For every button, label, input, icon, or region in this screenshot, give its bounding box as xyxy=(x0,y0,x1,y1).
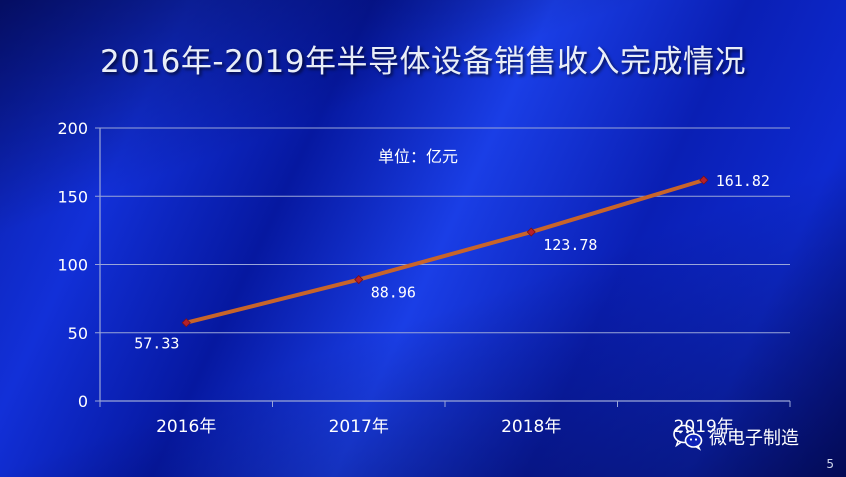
x-tick-label: 2018年 xyxy=(501,417,561,437)
data-labels: 57.33 88.96 123.78 161.82 xyxy=(134,172,770,353)
data-label: 88.96 xyxy=(371,284,416,302)
x-tick-label: 2017年 xyxy=(329,417,389,437)
y-tick-label: 150 xyxy=(57,187,88,206)
page-number: 5 xyxy=(826,457,834,471)
data-label: 57.33 xyxy=(134,335,179,353)
data-point xyxy=(354,275,364,285)
wechat-icon xyxy=(673,424,703,451)
watermark-text: 微电子制造 xyxy=(709,428,799,449)
gridlines xyxy=(100,127,790,334)
y-axis-ticks: 0 50 100 150 200 xyxy=(57,119,100,411)
watermark: 微电子制造 xyxy=(672,423,799,451)
data-label: 161.82 xyxy=(716,172,770,190)
y-tick-label: 200 xyxy=(57,119,88,138)
unit-annotation: 单位：亿元 xyxy=(378,147,458,166)
series-line xyxy=(185,178,705,325)
data-point xyxy=(526,227,536,237)
data-label: 123.78 xyxy=(543,236,597,254)
y-tick-label: 50 xyxy=(68,324,88,343)
x-tick-label: 2016年 xyxy=(156,417,216,437)
series-markers xyxy=(181,175,709,328)
y-tick-label: 0 xyxy=(78,392,88,411)
data-point xyxy=(181,318,191,328)
y-tick-label: 100 xyxy=(57,256,88,275)
slide-title: 2016年-2019年半导体设备销售收入完成情况 xyxy=(100,44,746,80)
data-point xyxy=(699,175,709,185)
